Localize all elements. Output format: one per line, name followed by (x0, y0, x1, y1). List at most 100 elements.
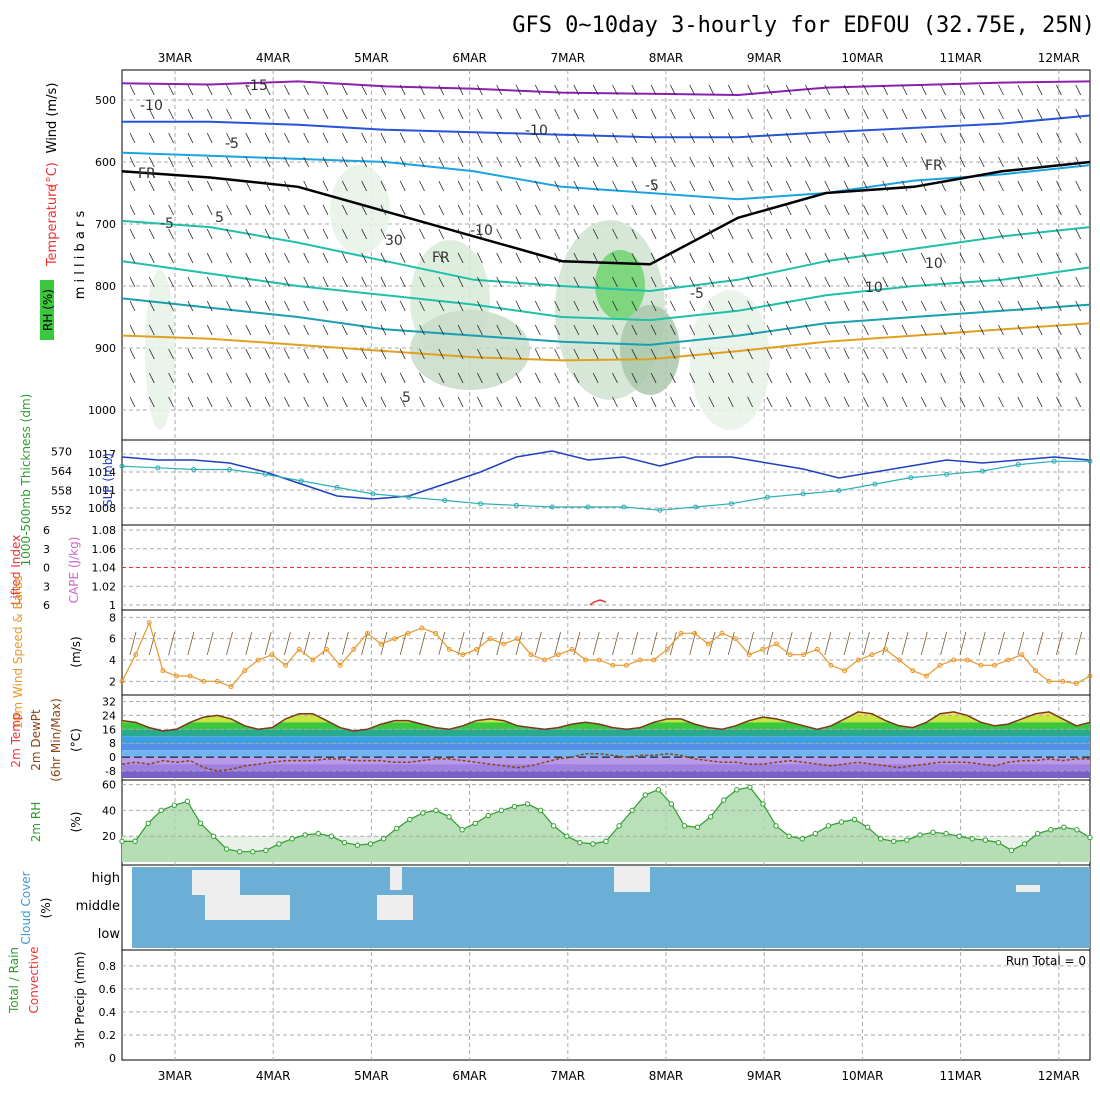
wind-barb (1075, 156, 1082, 168)
contour-label: -10 (140, 98, 163, 114)
wind-barb (496, 156, 503, 168)
panel-frame (121, 609, 1091, 696)
wind-barb (1017, 348, 1024, 360)
wind-barb (419, 228, 425, 240)
wind-barb (1036, 372, 1043, 384)
wind-barb (766, 324, 773, 336)
contour-label: 10 (925, 256, 943, 272)
wind-barb (399, 132, 406, 144)
wind-barb (129, 108, 136, 120)
precip-tick: 0 (109, 1052, 116, 1065)
slp-tick: 1014 (88, 466, 116, 479)
wind-barb (824, 372, 831, 384)
wind-barb (785, 324, 792, 336)
wind-barb (419, 300, 425, 312)
wind-barb (940, 156, 946, 168)
date-label-top: 12MAR (1038, 51, 1080, 65)
wind-barb (534, 252, 541, 264)
wind-barb (766, 132, 773, 144)
wind-barb (998, 348, 1004, 360)
rh-point (838, 819, 845, 825)
wind-barb (303, 180, 310, 192)
wind-barb (805, 204, 811, 216)
wind-barb (1075, 348, 1082, 360)
wind-barb (226, 180, 232, 192)
contour-label: 30 (385, 233, 403, 249)
wind-barb (708, 132, 715, 144)
wind-barb (573, 300, 580, 312)
wind-barb (959, 156, 966, 168)
wind-barb (554, 324, 560, 336)
panel-frame (121, 439, 1091, 526)
wind-barb (727, 84, 734, 96)
date-label-top: 3MAR (158, 51, 193, 65)
wind-barb (708, 396, 715, 408)
wind-barb (1017, 276, 1024, 288)
rh-point (681, 823, 688, 829)
wind-barb (612, 252, 618, 264)
rh-point (904, 837, 910, 843)
wind-barb (785, 300, 792, 312)
date-label-bottom: 12MAR (1038, 1069, 1080, 1083)
wind-barb (727, 180, 734, 192)
wind-barb (920, 372, 927, 384)
wind-barb (534, 156, 541, 168)
rh-point (642, 792, 648, 798)
wind-barb (689, 228, 696, 240)
rh-legend-swatch (40, 280, 54, 340)
wind10-barb (129, 631, 137, 656)
wind-barb (650, 396, 657, 408)
rh-point (237, 848, 243, 855)
rh-point (550, 823, 557, 829)
wind-barb (920, 108, 927, 120)
wind-barb (805, 300, 811, 312)
wind-barb (631, 396, 638, 408)
wind-barb (959, 276, 966, 288)
rh-point (524, 801, 531, 807)
wind-barb (785, 252, 792, 264)
wind-barb (284, 252, 290, 264)
wind10-barb (245, 631, 253, 656)
cloud-axis-label: Cloud Cover (19, 871, 33, 944)
wind-barb (226, 108, 232, 120)
wind-barb (824, 132, 831, 144)
wind10-barb (1017, 631, 1025, 656)
wind-barb (1075, 276, 1082, 288)
wind10-point (1073, 680, 1079, 686)
wind-barb (187, 180, 194, 192)
wind-barb (978, 276, 985, 288)
wind-barb (226, 84, 232, 96)
wind-barb (650, 132, 657, 144)
wind-barb (361, 372, 367, 384)
wind-barb (554, 228, 560, 240)
wind-barb (612, 156, 618, 168)
wind10-barb (477, 631, 484, 656)
date-label-top: 10MAR (841, 51, 883, 65)
wind-barb (399, 276, 406, 288)
wind-barb (998, 396, 1004, 408)
wind-barb (901, 108, 908, 120)
wind-barb (670, 180, 676, 192)
wind-barb (245, 180, 252, 192)
wind-barb (592, 276, 599, 288)
wind-barb (882, 276, 889, 288)
wind-barb (187, 300, 194, 312)
cloud-gap (390, 866, 402, 890)
wind10-barb (978, 631, 986, 656)
wind-barb (206, 348, 213, 360)
wind-barb (998, 180, 1004, 192)
contour-label: -5 (160, 216, 174, 232)
wind-barb (477, 180, 483, 192)
wind-barb (457, 84, 464, 96)
wind10-point (283, 662, 289, 668)
wind10-point (583, 657, 589, 663)
thickness-point (406, 494, 412, 500)
wind-barb (168, 324, 174, 336)
temp-axis-label: 2m Temp (9, 712, 23, 767)
wind-barb (322, 180, 329, 192)
wind10-barb (708, 631, 716, 656)
wind-barb (534, 396, 541, 408)
wind-barb (882, 396, 889, 408)
wind-barb (457, 228, 464, 240)
wind-barb (805, 252, 811, 264)
